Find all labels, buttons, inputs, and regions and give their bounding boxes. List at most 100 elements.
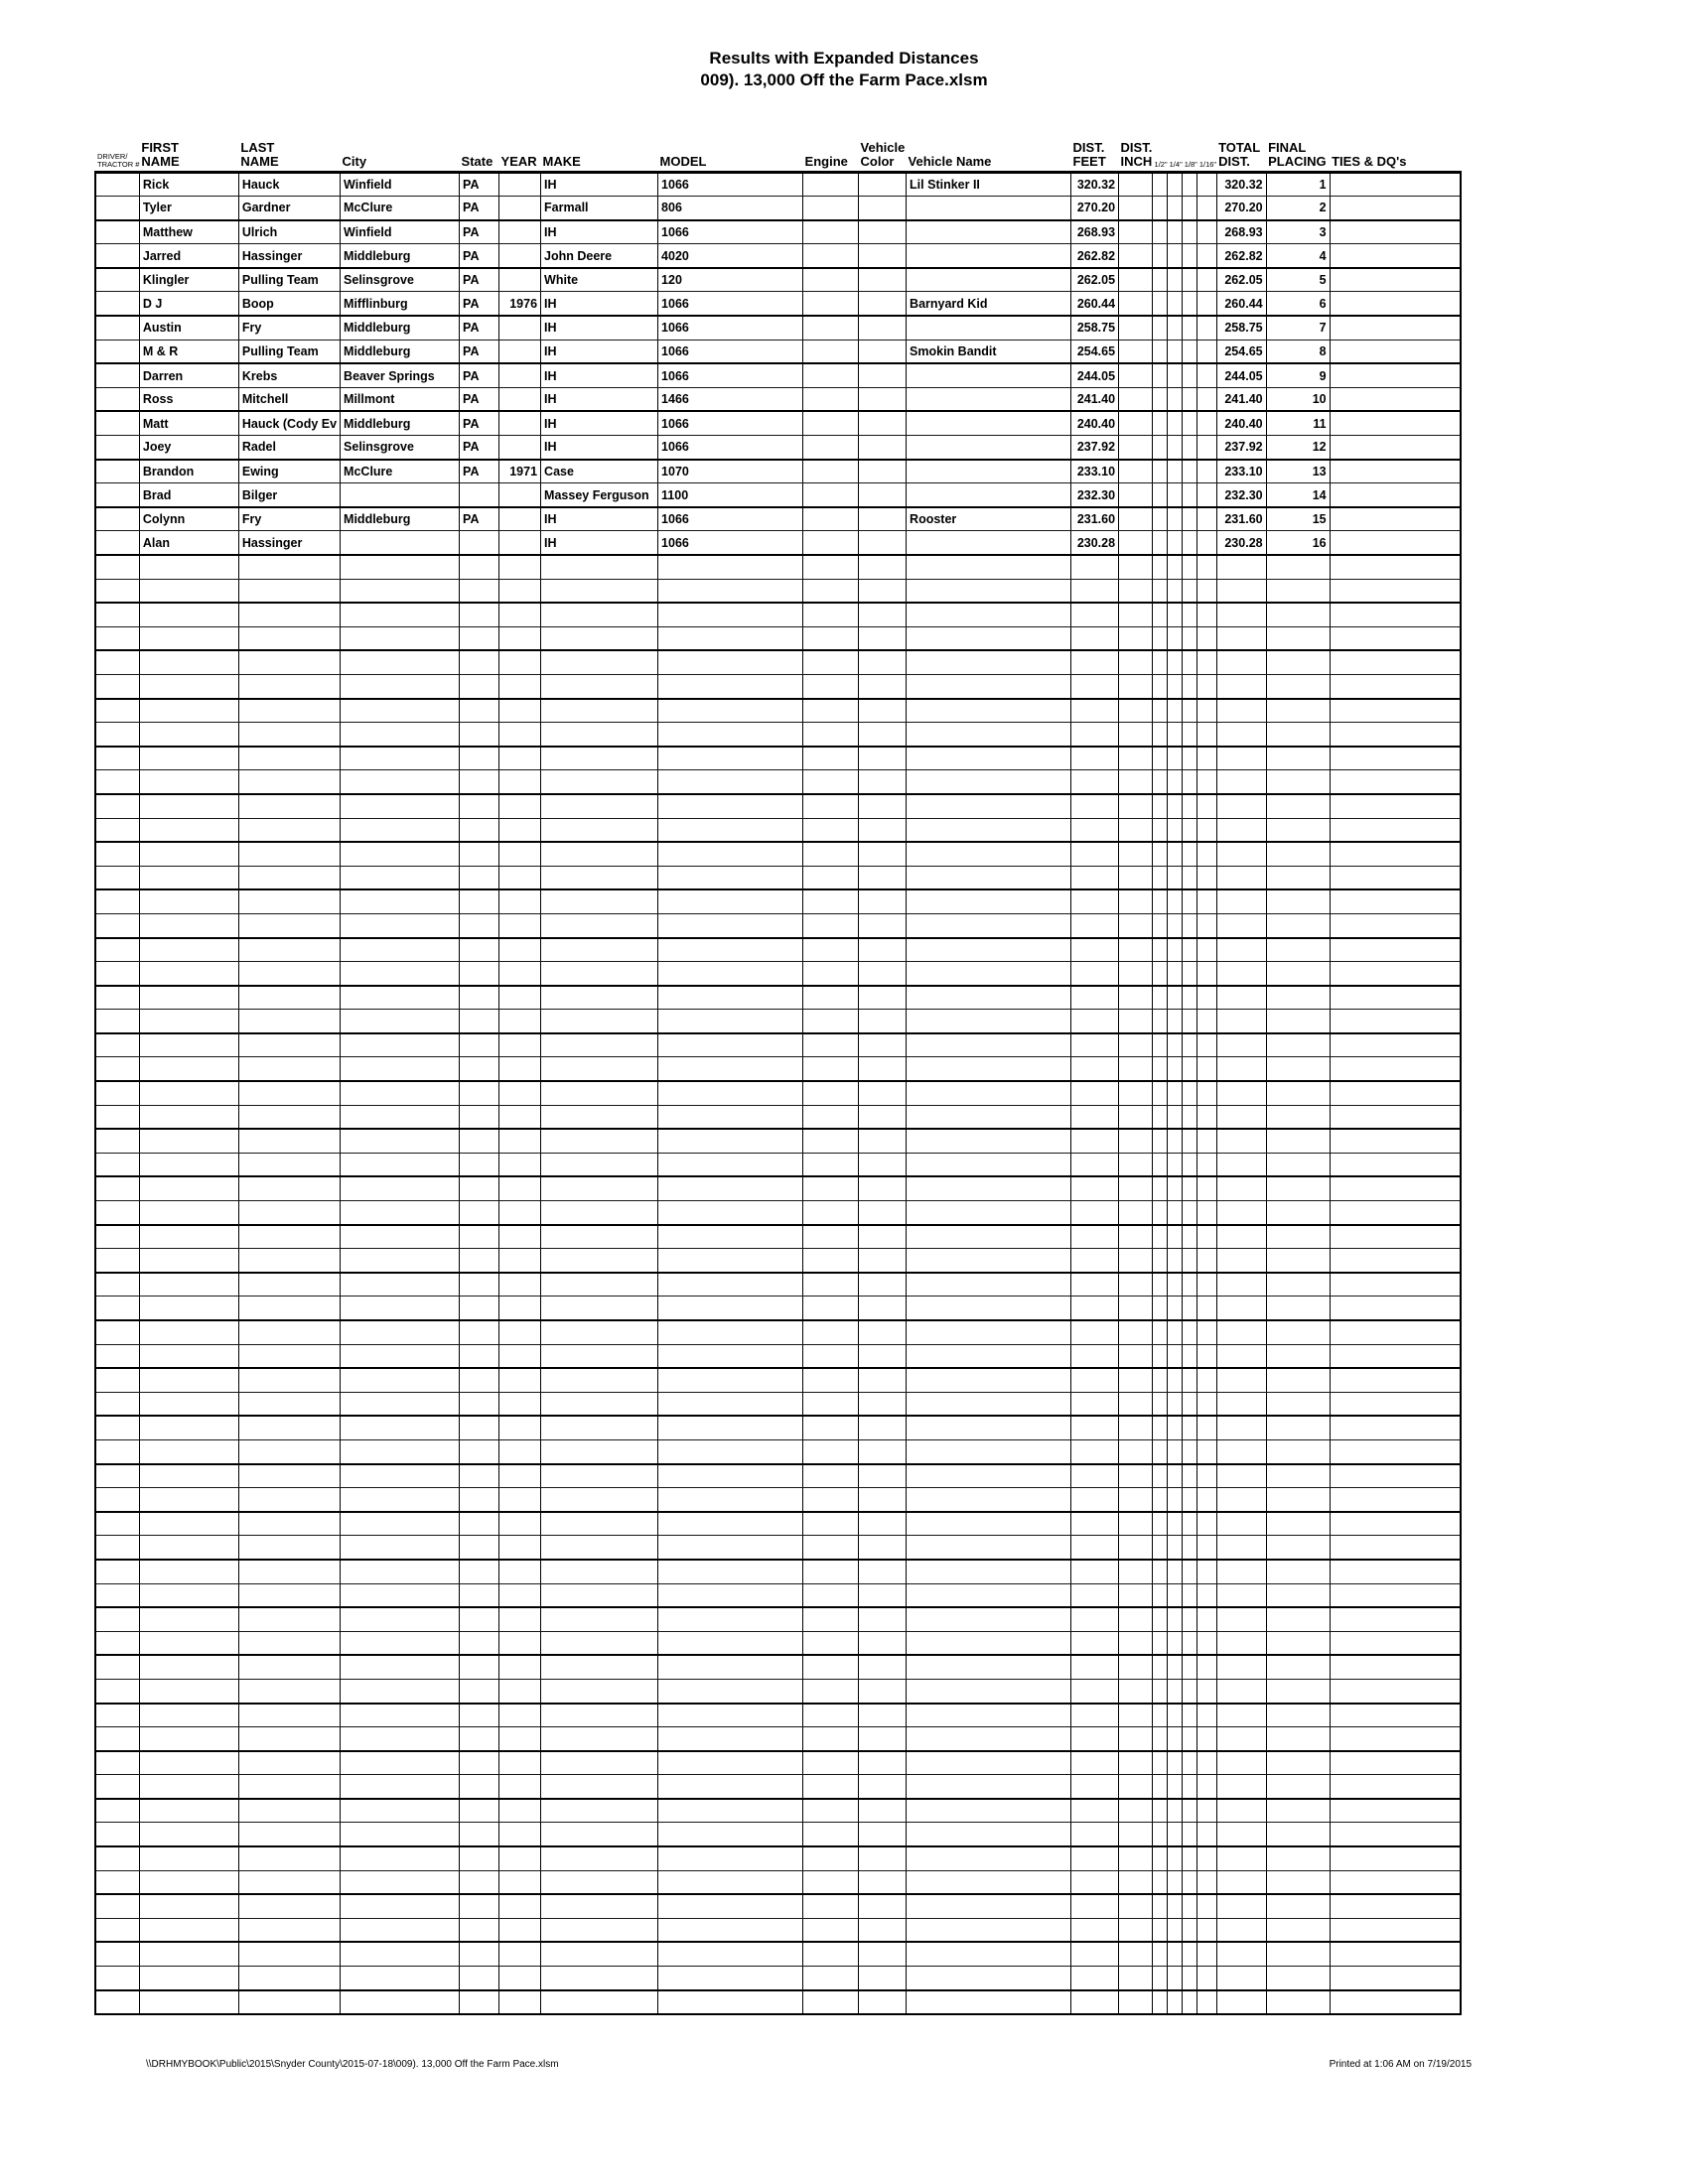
cell-engine xyxy=(802,1774,859,1800)
cell-total-dist: 231.60 xyxy=(1215,506,1267,532)
cell-vehicle-color xyxy=(858,1176,907,1202)
cell-last-name: Hassinger xyxy=(237,530,341,557)
cell-last-name: Bilger xyxy=(237,482,341,508)
cell-driver-tractor xyxy=(93,818,140,844)
cell-total-dist: 258.75 xyxy=(1215,316,1267,341)
cell-dist-inch xyxy=(1118,1248,1153,1274)
cell-vehicle-color xyxy=(858,435,907,461)
page-title: Results with Expanded Distances 009). 13… xyxy=(0,48,1688,91)
cell-half-inch xyxy=(1152,482,1168,508)
cell-last-name: Fry xyxy=(237,506,341,532)
cell-engine xyxy=(802,793,859,819)
cell-driver-tractor xyxy=(93,626,140,652)
empty-row xyxy=(93,961,1463,987)
cell-final-placing xyxy=(1265,1726,1331,1752)
cell-first-name xyxy=(138,1416,239,1440)
cell-last-name xyxy=(237,650,341,675)
cell-city xyxy=(340,1416,460,1440)
cell-year xyxy=(498,1798,541,1824)
cell-eighth-inch xyxy=(1182,1583,1197,1609)
cell-make xyxy=(540,1224,658,1250)
cell-vehicle-name xyxy=(906,698,1071,724)
cell-eighth-inch xyxy=(1182,555,1197,580)
cell-model xyxy=(657,626,803,652)
cell-vehicle-color xyxy=(858,1416,907,1440)
cell-sixteenth-inch xyxy=(1196,411,1217,437)
cell-eighth-inch xyxy=(1182,674,1197,700)
cell-dist-feet xyxy=(1070,1344,1119,1370)
cell-dist-feet: 240.40 xyxy=(1070,411,1119,437)
cell-dist-feet xyxy=(1070,1176,1119,1202)
cell-quarter-inch xyxy=(1167,1966,1183,1991)
cell-model xyxy=(657,1463,803,1489)
cell-model xyxy=(657,1320,803,1345)
cell-half-inch xyxy=(1152,1105,1168,1131)
cell-vehicle-name xyxy=(906,1344,1071,1370)
cell-dist-inch xyxy=(1118,1296,1153,1322)
cell-sixteenth-inch xyxy=(1196,243,1217,269)
cell-dist-feet xyxy=(1070,961,1119,987)
cell-dist-inch xyxy=(1118,530,1153,557)
cell-final-placing: 13 xyxy=(1265,459,1331,484)
cell-first-name xyxy=(138,1535,239,1561)
cell-city xyxy=(340,1439,460,1465)
cell-engine xyxy=(802,506,859,532)
cell-dist-feet: 258.75 xyxy=(1070,316,1119,341)
cell-driver-tractor xyxy=(93,196,140,221)
cell-sixteenth-inch xyxy=(1196,1129,1217,1154)
cell-last-name xyxy=(237,555,341,580)
cell-first-name xyxy=(138,674,239,700)
cell-quarter-inch xyxy=(1167,243,1183,269)
cell-quarter-inch xyxy=(1167,1105,1183,1131)
cell-engine xyxy=(802,1248,859,1274)
cell-vehicle-name xyxy=(906,1798,1071,1824)
cell-make: Massey Ferguson xyxy=(540,482,658,508)
cell-vehicle-color xyxy=(858,913,907,939)
cell-vehicle-name xyxy=(906,1081,1071,1106)
cell-half-inch xyxy=(1152,340,1168,365)
cell-engine xyxy=(802,363,859,388)
cell-last-name xyxy=(237,722,341,748)
cell-first-name xyxy=(138,1487,239,1513)
header-vehicle-name-line2: Vehicle Name xyxy=(908,154,992,169)
cell-city: Winfield xyxy=(340,219,460,245)
header-last-name-line1: LAST xyxy=(240,140,275,155)
cell-dist-inch xyxy=(1118,1559,1153,1584)
cell-quarter-inch xyxy=(1167,219,1183,245)
cell-city xyxy=(340,1032,460,1058)
cell-first-name xyxy=(138,1200,239,1226)
empty-row xyxy=(93,1655,1463,1680)
cell-final-placing xyxy=(1265,1511,1331,1537)
cell-year xyxy=(498,1750,541,1776)
header-city: City xyxy=(340,127,460,174)
cell-state xyxy=(459,1320,499,1345)
cell-last-name xyxy=(237,626,341,652)
cell-eighth-inch xyxy=(1182,1942,1197,1968)
cell-vehicle-name xyxy=(906,1487,1071,1513)
cell-sixteenth-inch xyxy=(1196,1511,1217,1537)
cell-ties-dqs xyxy=(1329,674,1463,700)
cell-sixteenth-inch xyxy=(1196,1583,1217,1609)
cell-dist-feet xyxy=(1070,1153,1119,1178)
cell-sixteenth-inch xyxy=(1196,1463,1217,1489)
cell-last-name: Pulling Team xyxy=(237,340,341,365)
cell-engine xyxy=(802,1822,859,1848)
cell-model xyxy=(657,1368,803,1393)
empty-row xyxy=(93,1846,1463,1871)
cell-eighth-inch xyxy=(1182,913,1197,939)
empty-row xyxy=(93,1200,1463,1226)
cell-final-placing xyxy=(1265,866,1331,891)
cell-engine xyxy=(802,1942,859,1968)
cell-eighth-inch xyxy=(1182,1774,1197,1800)
cell-ties-dqs xyxy=(1329,482,1463,508)
cell-dist-inch xyxy=(1118,937,1153,963)
cell-sixteenth-inch xyxy=(1196,1846,1217,1871)
cell-first-name xyxy=(138,1224,239,1250)
cell-first-name xyxy=(138,555,239,580)
cell-quarter-inch xyxy=(1167,506,1183,532)
cell-year xyxy=(498,387,541,413)
header-dist-feet: DIST. FEET xyxy=(1070,127,1119,174)
empty-row xyxy=(93,1439,1463,1465)
cell-final-placing xyxy=(1265,1487,1331,1513)
cell-dist-inch xyxy=(1118,889,1153,914)
